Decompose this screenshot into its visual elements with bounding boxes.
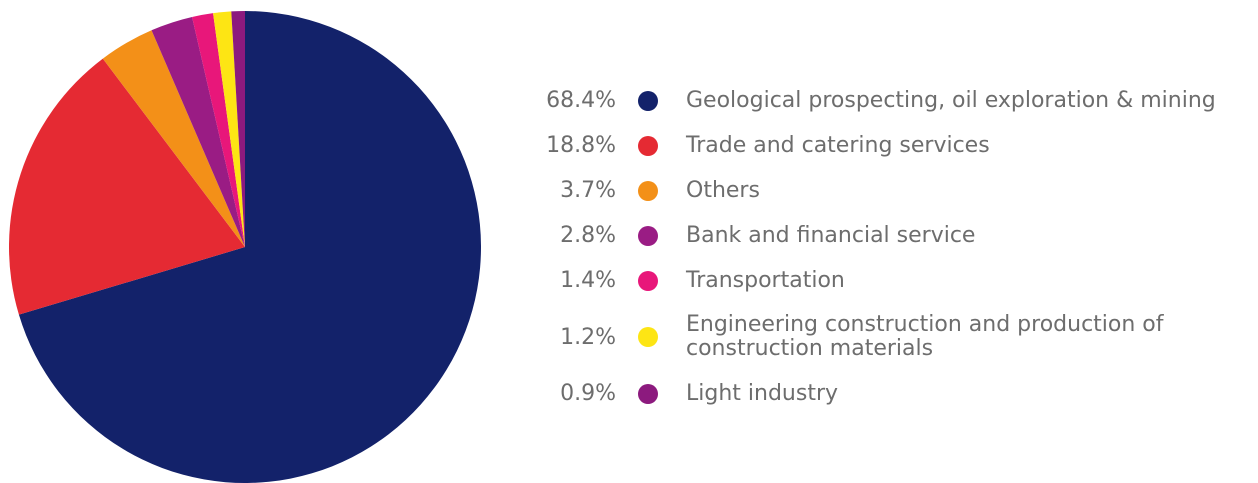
- legend-label: Others: [686, 177, 760, 203]
- legend-swatch: [638, 383, 658, 404]
- legend-value: 0.9%: [560, 381, 616, 406]
- pie-slice: [231, 11, 245, 247]
- pie-slice: [151, 17, 245, 248]
- legend-label: Geological prospecting, oil exploration …: [686, 87, 1216, 113]
- legend-swatch: [638, 180, 658, 201]
- pie-slice: [213, 11, 245, 247]
- legend-swatch: [638, 225, 658, 246]
- legend-label: Light industry: [686, 380, 839, 406]
- pie-slice: [192, 13, 245, 247]
- legend-item: 2.8% Bank and financial service: [520, 213, 1258, 258]
- legend-value: 3.7%: [560, 178, 616, 203]
- legend-value: 2.8%: [560, 223, 616, 248]
- legend-label: Engineering construction and production …: [686, 312, 1164, 361]
- pie-plot-area: [9, 11, 481, 483]
- legend-item: 18.8% Trade and catering services: [520, 123, 1258, 168]
- legend-label: Bank and financial service: [686, 222, 976, 248]
- legend-label: Transportation: [686, 267, 845, 293]
- legend-value: 68.4%: [546, 88, 616, 113]
- legend-item: 3.7% Others: [520, 168, 1258, 213]
- pie-slice: [18, 11, 481, 483]
- legend-label: Trade and catering services: [686, 132, 990, 158]
- legend-value: 1.4%: [560, 268, 616, 293]
- legend-swatch: [638, 327, 658, 347]
- pie-slices: [9, 11, 481, 483]
- legend-swatch: [638, 135, 658, 156]
- legend-value: 18.8%: [546, 133, 616, 158]
- legend-swatch: [638, 90, 658, 111]
- legend-value: 1.2%: [560, 324, 616, 350]
- legend-item: 0.9% Light industry: [520, 371, 1258, 416]
- pie-slice: [9, 58, 246, 315]
- pie-slice: [102, 30, 245, 248]
- legend-swatch: [638, 270, 658, 291]
- legend-item: 1.4% Transportation: [520, 258, 1258, 303]
- legend-item: 68.4% Geological prospecting, oil explor…: [520, 78, 1258, 123]
- legend: 68.4% Geological prospecting, oil explor…: [520, 78, 1258, 416]
- legend-item: 1.2% Engineering construction and produc…: [520, 303, 1258, 371]
